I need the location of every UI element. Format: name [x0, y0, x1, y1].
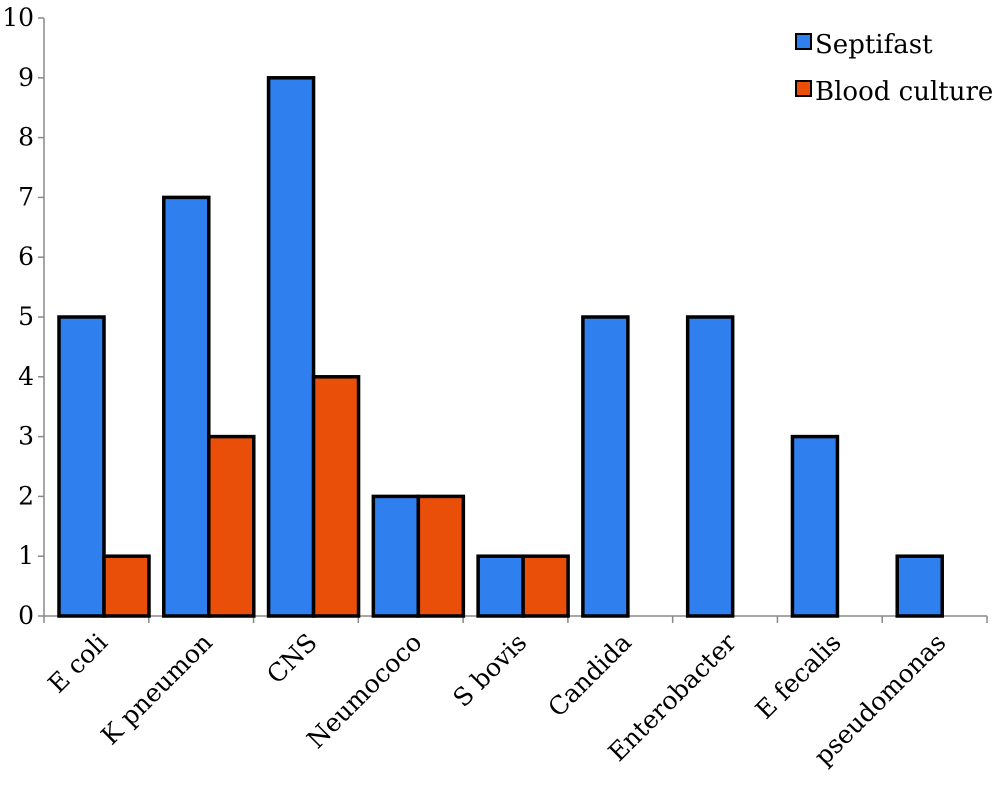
bar-septifast: [685, 315, 735, 618]
bar-septifast: [476, 554, 525, 618]
x-category-label: S bovis: [447, 628, 532, 713]
bars: [57, 76, 944, 618]
legend-label-blood-culture: Blood culture: [815, 77, 993, 107]
bar-septifast: [895, 554, 944, 618]
bar-blood-culture: [311, 375, 361, 618]
legend-label-septifast: Septifast: [815, 30, 933, 60]
bar-septifast: [162, 195, 211, 618]
bar-septifast: [790, 434, 840, 618]
bar-blood-culture: [416, 494, 466, 618]
y-tick-label: 2: [18, 481, 34, 510]
y-tick-label: 7: [18, 182, 34, 211]
bar-septifast: [581, 315, 630, 618]
y-tick-label: 5: [18, 302, 34, 331]
x-category-label: Candida: [542, 628, 637, 723]
legend-swatch-septifast: [795, 33, 812, 50]
y-tick-label: 0: [18, 601, 34, 630]
x-category-label: K pneumon: [95, 628, 218, 751]
y-tick-label: 10: [2, 3, 34, 32]
y-tick-label: 1: [18, 541, 34, 570]
bar-septifast: [371, 494, 421, 618]
legend: Septifast Blood culture: [795, 30, 993, 107]
y-tick-label: 3: [18, 422, 34, 451]
bar-blood-culture: [102, 554, 151, 618]
bar-septifast: [57, 315, 106, 618]
x-category-label: CNS: [261, 628, 323, 690]
legend-swatch-blood-culture: [795, 80, 812, 97]
y-tick-label: 9: [18, 63, 34, 92]
y-tick-label: 4: [18, 362, 34, 391]
y-tick-label: 8: [18, 123, 34, 152]
bar-septifast: [266, 76, 316, 618]
y-tick-label: 6: [18, 242, 34, 271]
x-category-label: E coli: [42, 628, 113, 699]
bar-blood-culture: [521, 554, 570, 618]
x-category-label: E fecalis: [750, 628, 847, 725]
bar-blood-culture: [207, 434, 256, 618]
